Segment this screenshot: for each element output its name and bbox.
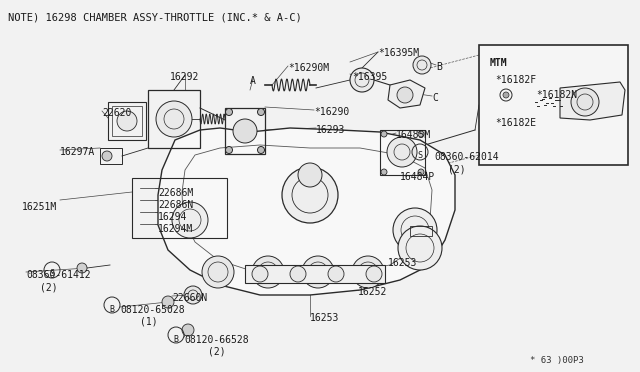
Bar — [148, 90, 200, 148]
Bar — [479, 45, 628, 165]
Circle shape — [503, 92, 509, 98]
Text: B: B — [173, 334, 179, 343]
Circle shape — [298, 163, 322, 187]
Text: 16253: 16253 — [388, 258, 417, 268]
Circle shape — [328, 266, 344, 282]
Circle shape — [282, 167, 338, 223]
Circle shape — [182, 324, 194, 336]
Circle shape — [397, 87, 413, 103]
Circle shape — [302, 256, 334, 288]
Polygon shape — [560, 82, 625, 120]
Text: 16252: 16252 — [358, 287, 387, 297]
Text: S: S — [417, 151, 422, 160]
Circle shape — [413, 56, 431, 74]
Text: B: B — [109, 305, 115, 314]
Circle shape — [156, 101, 192, 137]
Circle shape — [162, 296, 174, 308]
Text: B: B — [436, 62, 442, 72]
Circle shape — [225, 109, 232, 115]
Circle shape — [77, 263, 87, 273]
Text: (2): (2) — [208, 347, 226, 357]
Polygon shape — [388, 80, 425, 108]
Circle shape — [571, 88, 599, 116]
Circle shape — [352, 256, 384, 288]
Bar — [410, 226, 432, 236]
Text: 16297A: 16297A — [60, 147, 95, 157]
Text: 16485M: 16485M — [396, 130, 431, 140]
Text: 08360-61412: 08360-61412 — [26, 270, 91, 280]
Text: (1): (1) — [140, 317, 157, 327]
Text: 16292: 16292 — [170, 72, 200, 82]
Bar — [112, 106, 142, 136]
Text: 08120-66528: 08120-66528 — [184, 335, 248, 345]
Bar — [245, 265, 385, 283]
Text: (2): (2) — [448, 165, 466, 175]
Circle shape — [184, 286, 202, 304]
Text: *16395M: *16395M — [378, 48, 419, 58]
Text: 22660N: 22660N — [172, 293, 207, 303]
Circle shape — [290, 266, 306, 282]
Circle shape — [381, 131, 387, 137]
Circle shape — [225, 147, 232, 154]
Circle shape — [418, 169, 424, 175]
Circle shape — [202, 256, 234, 288]
Text: 16253: 16253 — [310, 313, 339, 323]
Bar — [108, 102, 146, 140]
Text: 16293: 16293 — [316, 125, 346, 135]
Circle shape — [398, 226, 442, 270]
Text: 22620: 22620 — [102, 108, 131, 118]
Text: *16182N: *16182N — [536, 90, 577, 100]
Text: *16290: *16290 — [314, 107, 349, 117]
Text: MTM: MTM — [490, 58, 508, 68]
Bar — [380, 130, 425, 175]
Circle shape — [381, 169, 387, 175]
Circle shape — [393, 208, 437, 252]
Circle shape — [252, 256, 284, 288]
Text: * 63 )00P3: * 63 )00P3 — [530, 356, 584, 365]
Bar — [225, 108, 265, 154]
Text: A: A — [250, 76, 256, 86]
Circle shape — [257, 147, 264, 154]
Circle shape — [117, 111, 137, 131]
Text: *16290M: *16290M — [288, 63, 329, 73]
Text: 08120-65028: 08120-65028 — [120, 305, 184, 315]
Text: 22686M: 22686M — [158, 188, 193, 198]
Circle shape — [102, 151, 112, 161]
Text: S: S — [49, 269, 54, 279]
Circle shape — [387, 137, 417, 167]
Circle shape — [350, 68, 374, 92]
Text: 16294: 16294 — [158, 212, 188, 222]
Text: NOTE) 16298 CHAMBER ASSY-THROTTLE (INC.* & A-C): NOTE) 16298 CHAMBER ASSY-THROTTLE (INC.*… — [8, 12, 301, 22]
Text: 16484P: 16484P — [400, 172, 435, 182]
Circle shape — [366, 266, 382, 282]
Circle shape — [257, 109, 264, 115]
Circle shape — [252, 266, 268, 282]
Text: C: C — [432, 93, 438, 103]
Bar — [132, 178, 227, 238]
Bar — [100, 148, 122, 164]
Text: 22686N: 22686N — [158, 200, 193, 210]
Text: *16182F: *16182F — [495, 75, 536, 85]
Circle shape — [172, 202, 208, 238]
Circle shape — [233, 119, 257, 143]
Text: 16294M: 16294M — [158, 224, 193, 234]
Text: *16182E: *16182E — [495, 118, 536, 128]
Circle shape — [418, 131, 424, 137]
Text: 16251M: 16251M — [22, 202, 57, 212]
Polygon shape — [158, 128, 455, 295]
Text: *16395: *16395 — [352, 72, 387, 82]
Text: (2): (2) — [40, 282, 58, 292]
Text: 08360-62014: 08360-62014 — [434, 152, 499, 162]
